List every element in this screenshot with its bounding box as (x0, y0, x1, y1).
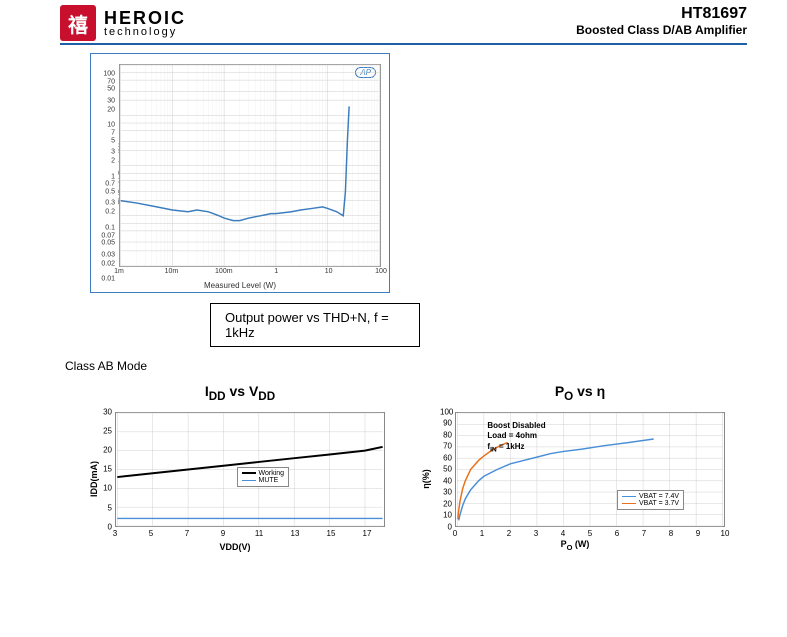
idd-chart-container: IDD vs VDD IDD(mA) VDD(V) 05101520253035… (80, 383, 400, 552)
thd-xticks: 1m10m100m110100 (119, 268, 381, 278)
eff-chart: η(%) PO (W) 0102030405060708090100012345… (420, 407, 730, 552)
logo-sub-text: technology (104, 27, 186, 38)
thd-yticks: 0.010.020.030.050.070.10.20.30.50.712357… (95, 64, 117, 267)
thd-xlabel: Measured Level (W) (204, 281, 276, 290)
part-number: HT81697 (576, 5, 747, 23)
legend: WorkingMUTE (237, 467, 290, 487)
chart-annotation: Boost DisabledLoad = 4ohmfIN = 1kHz (487, 421, 545, 455)
thd-caption: Output power vs THD+N, f = 1kHz (210, 303, 420, 347)
part-description: Boosted Class D/AB Amplifier (576, 23, 747, 37)
legend: VBAT = 7.4VVBAT = 3.7V (617, 490, 684, 510)
idd-chart: IDD(mA) VDD(V) 051015202530357911131517W… (80, 407, 390, 552)
part-info: HT81697 Boosted Class D/AB Amplifier (576, 5, 747, 37)
logo-icon: 禧 (60, 5, 96, 41)
eff-chart-container: PO vs η η(%) PO (W) 01020304050607080901… (420, 383, 740, 552)
eff-ylabel: η(%) (421, 470, 431, 490)
logo-area: 禧 HEROIC technology (60, 5, 186, 41)
thd-plot-area: AP (119, 64, 381, 267)
idd-xlabel: VDD(V) (220, 542, 251, 552)
thd-chart-container: THD+N Ratio (%) Measured Level (W) 0.010… (90, 53, 420, 359)
thd-svg (120, 65, 380, 266)
thd-chart: THD+N Ratio (%) Measured Level (W) 0.010… (90, 53, 390, 293)
logo-main-text: HEROIC (104, 9, 186, 27)
idd-ylabel: IDD(mA) (89, 461, 99, 497)
eff-title: PO vs η (420, 383, 740, 403)
idd-title: IDD vs VDD (80, 383, 400, 403)
mode-label: Class AB Mode (65, 359, 787, 373)
header-divider (60, 43, 747, 45)
eff-xlabel: PO (W) (561, 539, 590, 552)
